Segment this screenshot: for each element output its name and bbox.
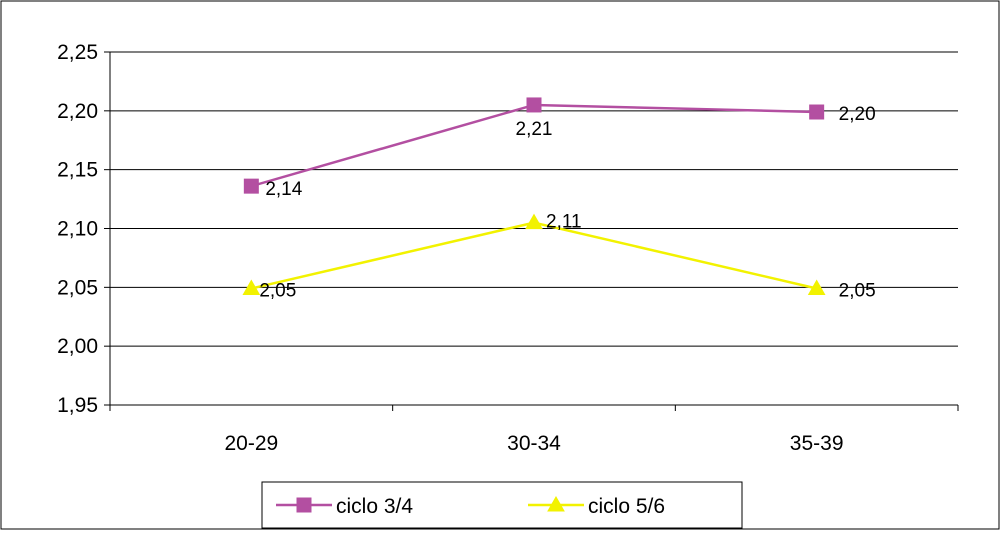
x-tick-label: 35-39 <box>790 432 844 455</box>
data-point <box>807 279 826 296</box>
legend-box <box>261 481 743 529</box>
legend-marker <box>547 495 565 512</box>
y-tick-label: 2,20 <box>57 100 98 123</box>
y-tick-label: 1,95 <box>57 394 98 417</box>
x-tick-label: 30-34 <box>507 432 561 455</box>
data-point <box>526 97 542 113</box>
data-point <box>242 279 261 296</box>
data-label: 2,11 <box>546 212 582 233</box>
data-labels: 2,14 2,21 2,20 2,05 2,11 2,05 <box>259 104 875 302</box>
data-point <box>525 213 543 230</box>
data-label: 2,05 <box>839 281 876 302</box>
legend-label: ciclo 5/6 <box>588 495 665 518</box>
y-tick-label: 2,10 <box>57 218 98 241</box>
data-label: 2,20 <box>839 104 876 125</box>
data-label: 2,14 <box>265 179 302 200</box>
y-tick-label: 2,15 <box>57 159 98 182</box>
y-tick-label: 2,00 <box>57 335 98 358</box>
legend: ciclo 3/4 ciclo 5/6 <box>261 481 743 529</box>
y-tick-label: 2,25 <box>57 41 98 64</box>
legend-label: ciclo 3/4 <box>336 495 413 518</box>
data-label: 2,05 <box>259 281 296 302</box>
data-point <box>809 104 825 120</box>
data-point <box>243 178 259 194</box>
axes: 1,95 2,00 2,05 2,10 2,15 2,20 2,25 20-29 30-34 35… <box>57 41 959 455</box>
x-tick-label: 20-29 <box>224 432 278 455</box>
legend-marker <box>296 497 312 513</box>
data-label: 2,21 <box>516 119 553 140</box>
series <box>242 97 826 296</box>
y-tick-label: 2,05 <box>57 276 98 299</box>
